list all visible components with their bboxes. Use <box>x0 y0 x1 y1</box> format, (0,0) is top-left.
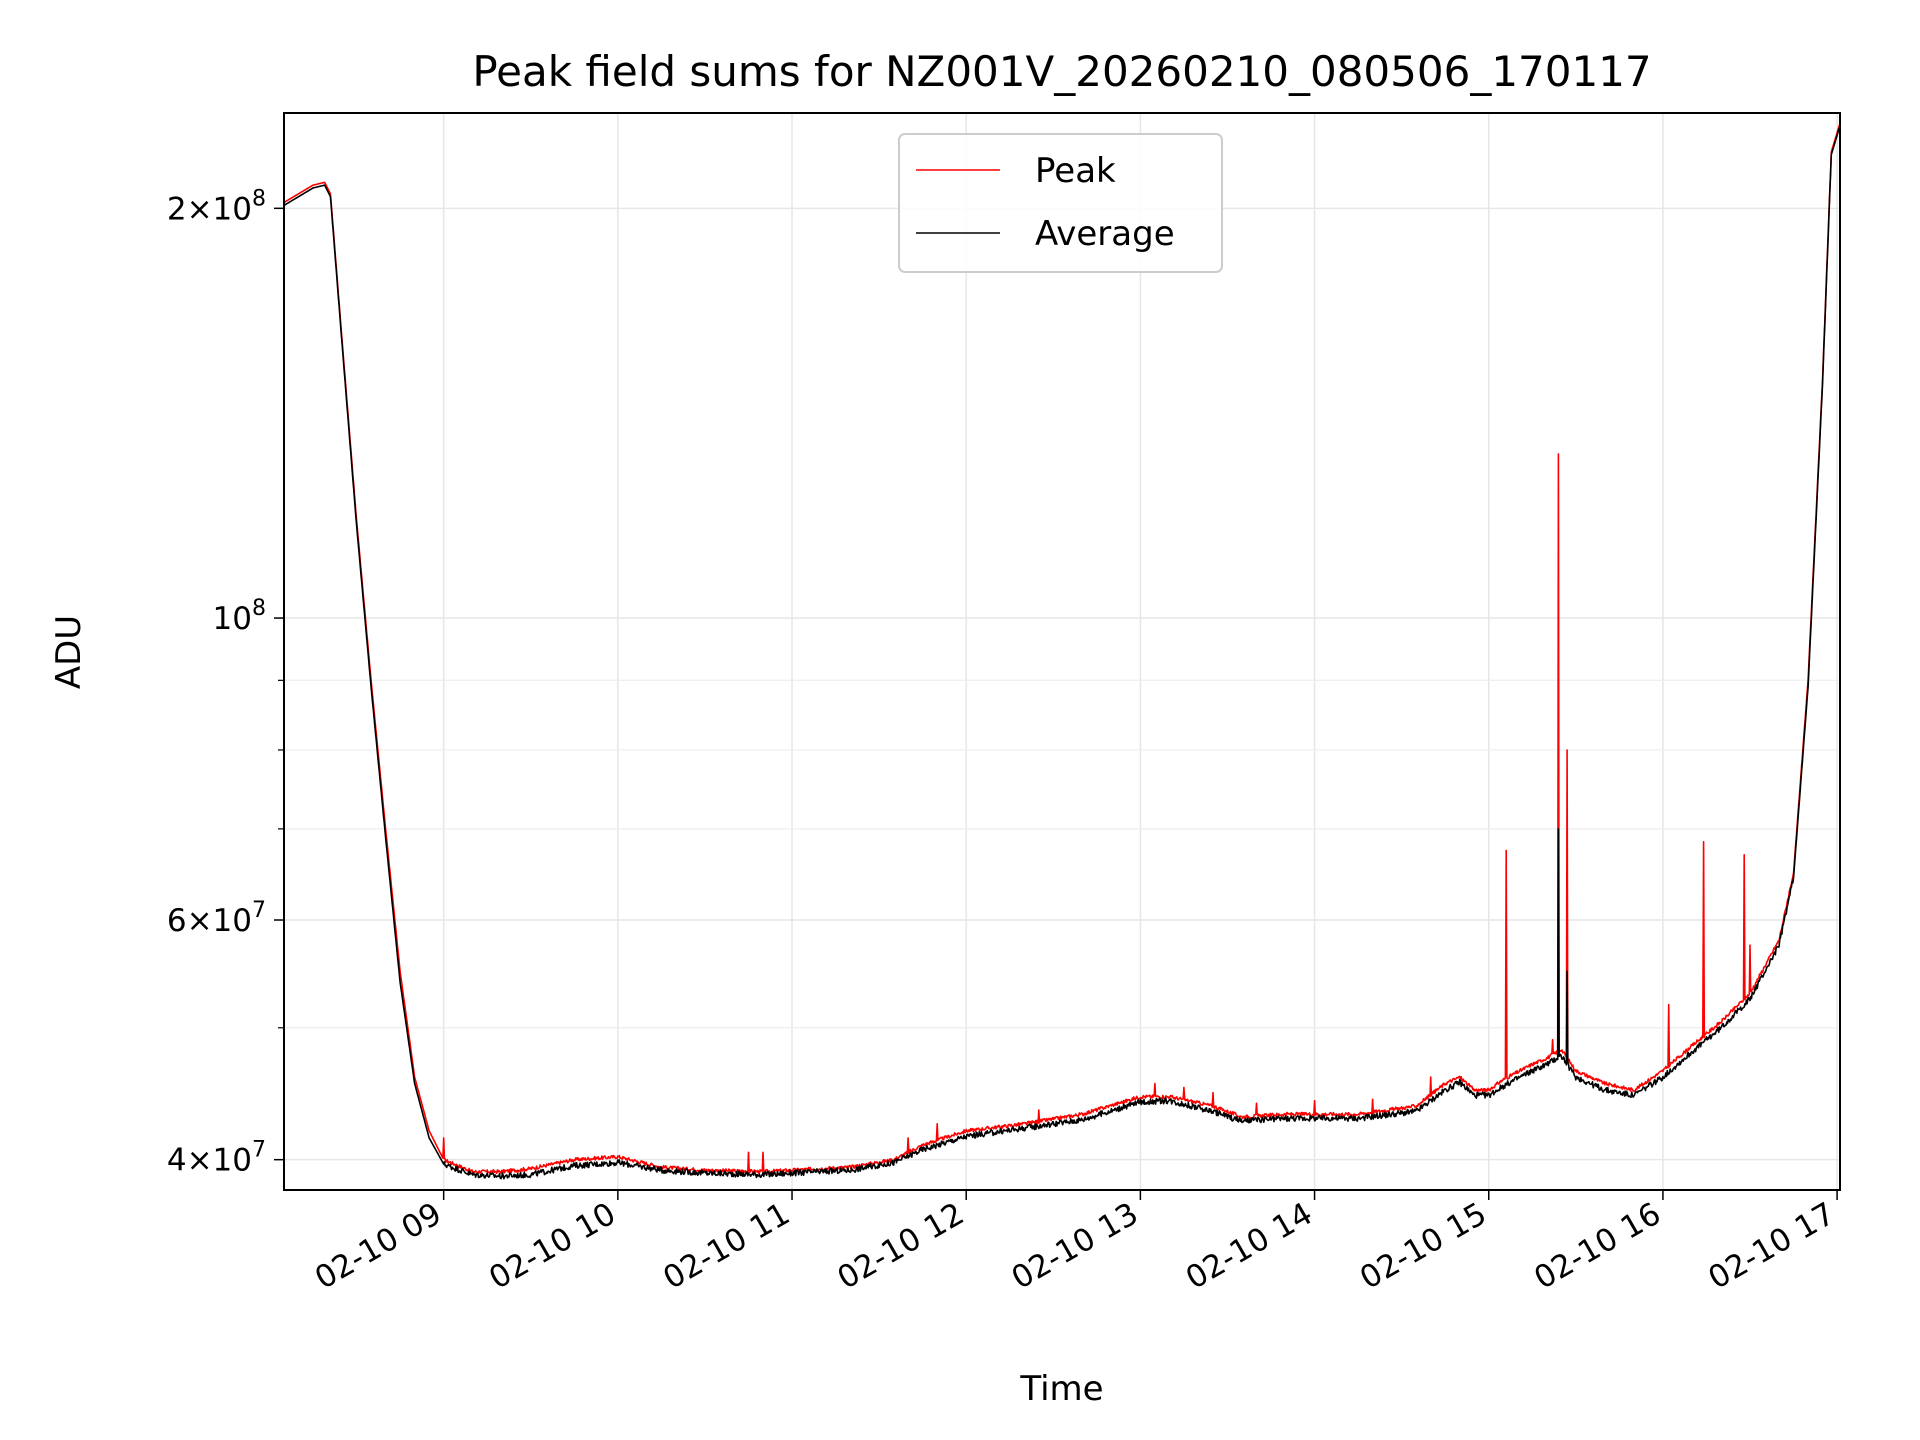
y-tick-label: 2×108 <box>167 186 266 227</box>
y-tick-label: 4×107 <box>167 1138 266 1179</box>
series-line-average <box>284 125 1840 1180</box>
legend-label-average: Average <box>1035 214 1175 254</box>
legend-box <box>898 133 1223 273</box>
chart-title: Peak field sums for NZ001V_20260210_0805… <box>472 47 1651 96</box>
y-axis-label: ADU <box>49 615 89 689</box>
legend-label-peak: Peak <box>1035 151 1116 191</box>
y-tick-label: 108 <box>213 596 266 637</box>
x-axis-label: Time <box>1019 1369 1103 1409</box>
series-layer <box>284 122 1840 1180</box>
series-line-peak <box>284 122 1840 1175</box>
legend: Peak Average <box>898 133 1223 273</box>
y-tick-label: 6×107 <box>167 898 266 939</box>
grid-layer <box>284 113 1840 1190</box>
plot-frame <box>283 112 1841 1191</box>
